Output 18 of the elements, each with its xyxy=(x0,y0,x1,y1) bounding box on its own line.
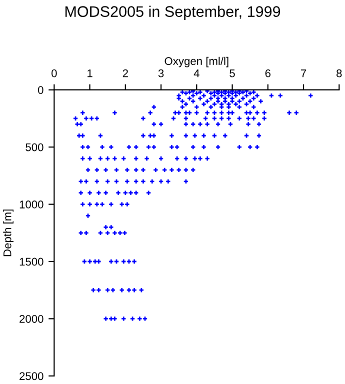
x-tick-label: 2 xyxy=(122,69,128,78)
y-axis-title: Depth [m] xyxy=(3,210,14,256)
x-tick-label: 6 xyxy=(265,69,270,78)
chart-title: MODS2005 in September, 1999 xyxy=(65,6,280,20)
y-tick-label: 2000 xyxy=(20,314,44,323)
x-tick-label: 8 xyxy=(336,69,342,78)
x-axis-title: Oxygen [ml/l] xyxy=(164,56,228,68)
y-tick-label: 500 xyxy=(26,143,44,152)
y-tick-label: 2500 xyxy=(20,372,44,380)
x-tick-label: 0 xyxy=(52,69,57,78)
x-tick-label: 7 xyxy=(300,69,306,78)
y-tick-label: 0 xyxy=(38,86,44,94)
x-tick-label: 4 xyxy=(194,69,200,78)
y-tick-label: 1500 xyxy=(20,258,44,266)
x-tick-label: 1 xyxy=(88,69,92,78)
x-tick-label: 3 xyxy=(158,69,164,78)
y-tick-label: 1000 xyxy=(20,200,44,208)
x-tick-label: 5 xyxy=(230,69,235,78)
